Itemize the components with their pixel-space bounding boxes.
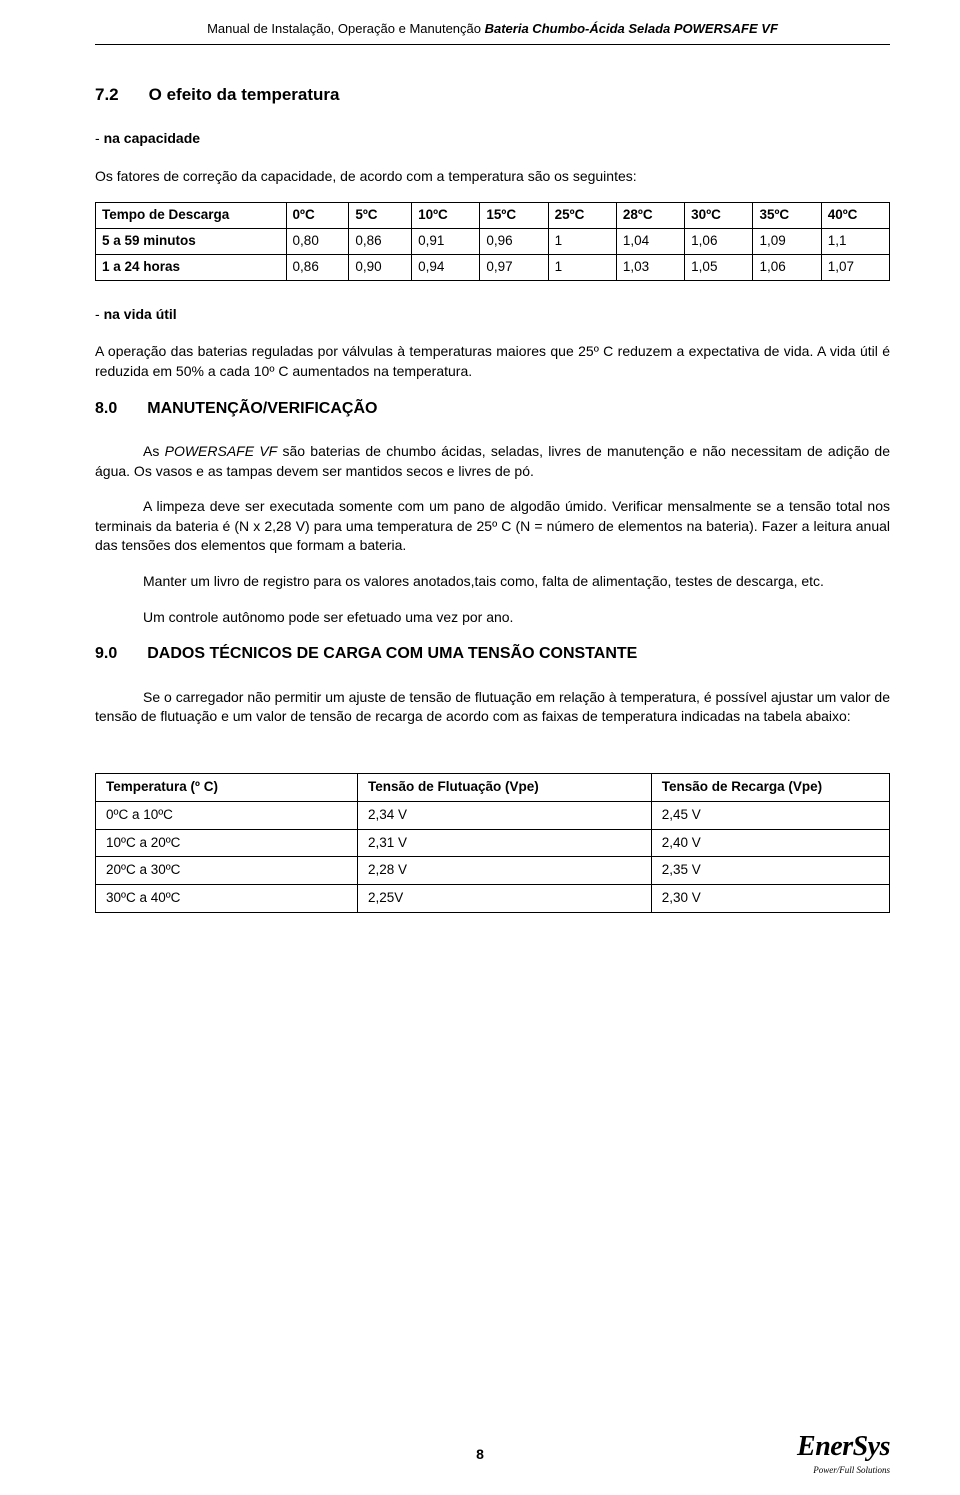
table-row: 0ºC a 10ºC 2,34 V 2,45 V — [96, 801, 890, 829]
table-row: 30ºC a 40ºC 2,25V 2,30 V — [96, 885, 890, 913]
cell: 1,03 — [616, 254, 684, 280]
cell: 2,34 V — [358, 801, 652, 829]
cell: 1,05 — [685, 254, 753, 280]
col-header: 30ºC — [685, 203, 753, 229]
cell: 2,45 V — [651, 801, 889, 829]
col-header: 25ºC — [548, 203, 616, 229]
section-title: DADOS TÉCNICOS DE CARGA COM UMA TENSÃO C… — [147, 645, 637, 662]
col-header: 0ºC — [286, 203, 349, 229]
col-header: Tensão de Flutuação (Vpe) — [358, 773, 652, 801]
section-title: O efeito da temperatura — [149, 85, 340, 104]
table-row: 5 a 59 minutos 0,80 0,86 0,91 0,96 1 1,0… — [96, 229, 890, 255]
cell: 1,1 — [821, 229, 889, 255]
col-header: 5ºC — [349, 203, 412, 229]
cell: 0,94 — [412, 254, 480, 280]
cell: 0ºC a 10ºC — [96, 801, 358, 829]
cell: 0,91 — [412, 229, 480, 255]
paragraph: As POWERSAFE VF são baterias de chumbo á… — [95, 442, 890, 481]
cell: 0,86 — [349, 229, 412, 255]
cell: 2,30 V — [651, 885, 889, 913]
cell: 10ºC a 20ºC — [96, 829, 358, 857]
section-title: MANUTENÇÃO/VERIFICAÇÃO — [147, 400, 377, 417]
paragraph: Os fatores de correção da capacidade, de… — [95, 167, 890, 187]
paragraph: Se o carregador não permitir um ajuste d… — [95, 688, 890, 727]
header-product: Bateria Chumbo-Ácida Selada POWERSAFE VF — [485, 21, 778, 36]
page-container: Manual de Instalação, Operação e Manuten… — [0, 0, 960, 1495]
spacer — [95, 743, 890, 773]
col-header: 35ºC — [753, 203, 821, 229]
col-header: Temperatura (º C) — [96, 773, 358, 801]
row-label: 5 a 59 minutos — [96, 229, 287, 255]
cell: 30ºC a 40ºC — [96, 885, 358, 913]
sub-heading-vida-util: na vida útil — [95, 305, 890, 325]
cell: 2,31 V — [358, 829, 652, 857]
cell: 1 — [548, 229, 616, 255]
col-header: 10ºC — [412, 203, 480, 229]
cell: 0,90 — [349, 254, 412, 280]
paragraph: A limpeza deve ser executada somente com… — [95, 497, 890, 556]
paragraph: Manter um livro de registro para os valo… — [95, 572, 890, 592]
cell: 1 — [548, 254, 616, 280]
cell: 1,09 — [753, 229, 821, 255]
brand-logo-text: EnerSys — [797, 1427, 890, 1466]
cell: 0,97 — [480, 254, 548, 280]
col-header: Tempo de Descarga — [96, 203, 287, 229]
cell: 1,06 — [753, 254, 821, 280]
col-header: 28ºC — [616, 203, 684, 229]
section-7-2-heading: 7.2 O efeito da temperatura — [95, 83, 890, 107]
col-header: Tensão de Recarga (Vpe) — [651, 773, 889, 801]
row-label: 1 a 24 horas — [96, 254, 287, 280]
page-number: 8 — [476, 1445, 484, 1465]
cell: 0,86 — [286, 254, 349, 280]
cell: 0,80 — [286, 229, 349, 255]
table-row: 10ºC a 20ºC 2,31 V 2,40 V — [96, 829, 890, 857]
section-8-0-heading: 8.0 MANUTENÇÃO/VERIFICAÇÃO — [95, 398, 890, 420]
table-row: 20ºC a 30ºC 2,28 V 2,35 V — [96, 857, 890, 885]
voltage-table: Temperatura (º C) Tensão de Flutuação (V… — [95, 773, 890, 913]
sub-heading-capacidade: na capacidade — [95, 129, 890, 149]
section-number: 8.0 — [95, 400, 117, 417]
capacity-correction-table: Tempo de Descarga 0ºC 5ºC 10ºC 15ºC 25ºC… — [95, 202, 890, 281]
brand-tagline: Power/Full Solutions — [797, 1464, 890, 1477]
section-number: 9.0 — [95, 645, 117, 662]
text: As — [143, 443, 165, 459]
cell: 2,40 V — [651, 829, 889, 857]
brand-footer: EnerSys Power/Full Solutions — [797, 1427, 890, 1477]
table-header-row: Temperatura (º C) Tensão de Flutuação (V… — [96, 773, 890, 801]
cell: 1,07 — [821, 254, 889, 280]
cell: 2,25V — [358, 885, 652, 913]
cell: 2,28 V — [358, 857, 652, 885]
section-9-0-heading: 9.0 DADOS TÉCNICOS DE CARGA COM UMA TENSÃ… — [95, 643, 890, 665]
cell: 0,96 — [480, 229, 548, 255]
product-name-inline: POWERSAFE VF — [165, 443, 278, 459]
cell: 1,04 — [616, 229, 684, 255]
paragraph: A operação das baterias reguladas por vá… — [95, 342, 890, 381]
doc-header: Manual de Instalação, Operação e Manuten… — [95, 20, 890, 45]
table-header-row: Tempo de Descarga 0ºC 5ºC 10ºC 15ºC 25ºC… — [96, 203, 890, 229]
section-number: 7.2 — [95, 85, 119, 104]
cell: 2,35 V — [651, 857, 889, 885]
col-header: 15ºC — [480, 203, 548, 229]
header-prefix: Manual de Instalação, Operação e Manuten… — [207, 21, 485, 36]
col-header: 40ºC — [821, 203, 889, 229]
cell: 20ºC a 30ºC — [96, 857, 358, 885]
paragraph: Um controle autônomo pode ser efetuado u… — [95, 608, 890, 628]
table-row: 1 a 24 horas 0,86 0,90 0,94 0,97 1 1,03 … — [96, 254, 890, 280]
cell: 1,06 — [685, 229, 753, 255]
